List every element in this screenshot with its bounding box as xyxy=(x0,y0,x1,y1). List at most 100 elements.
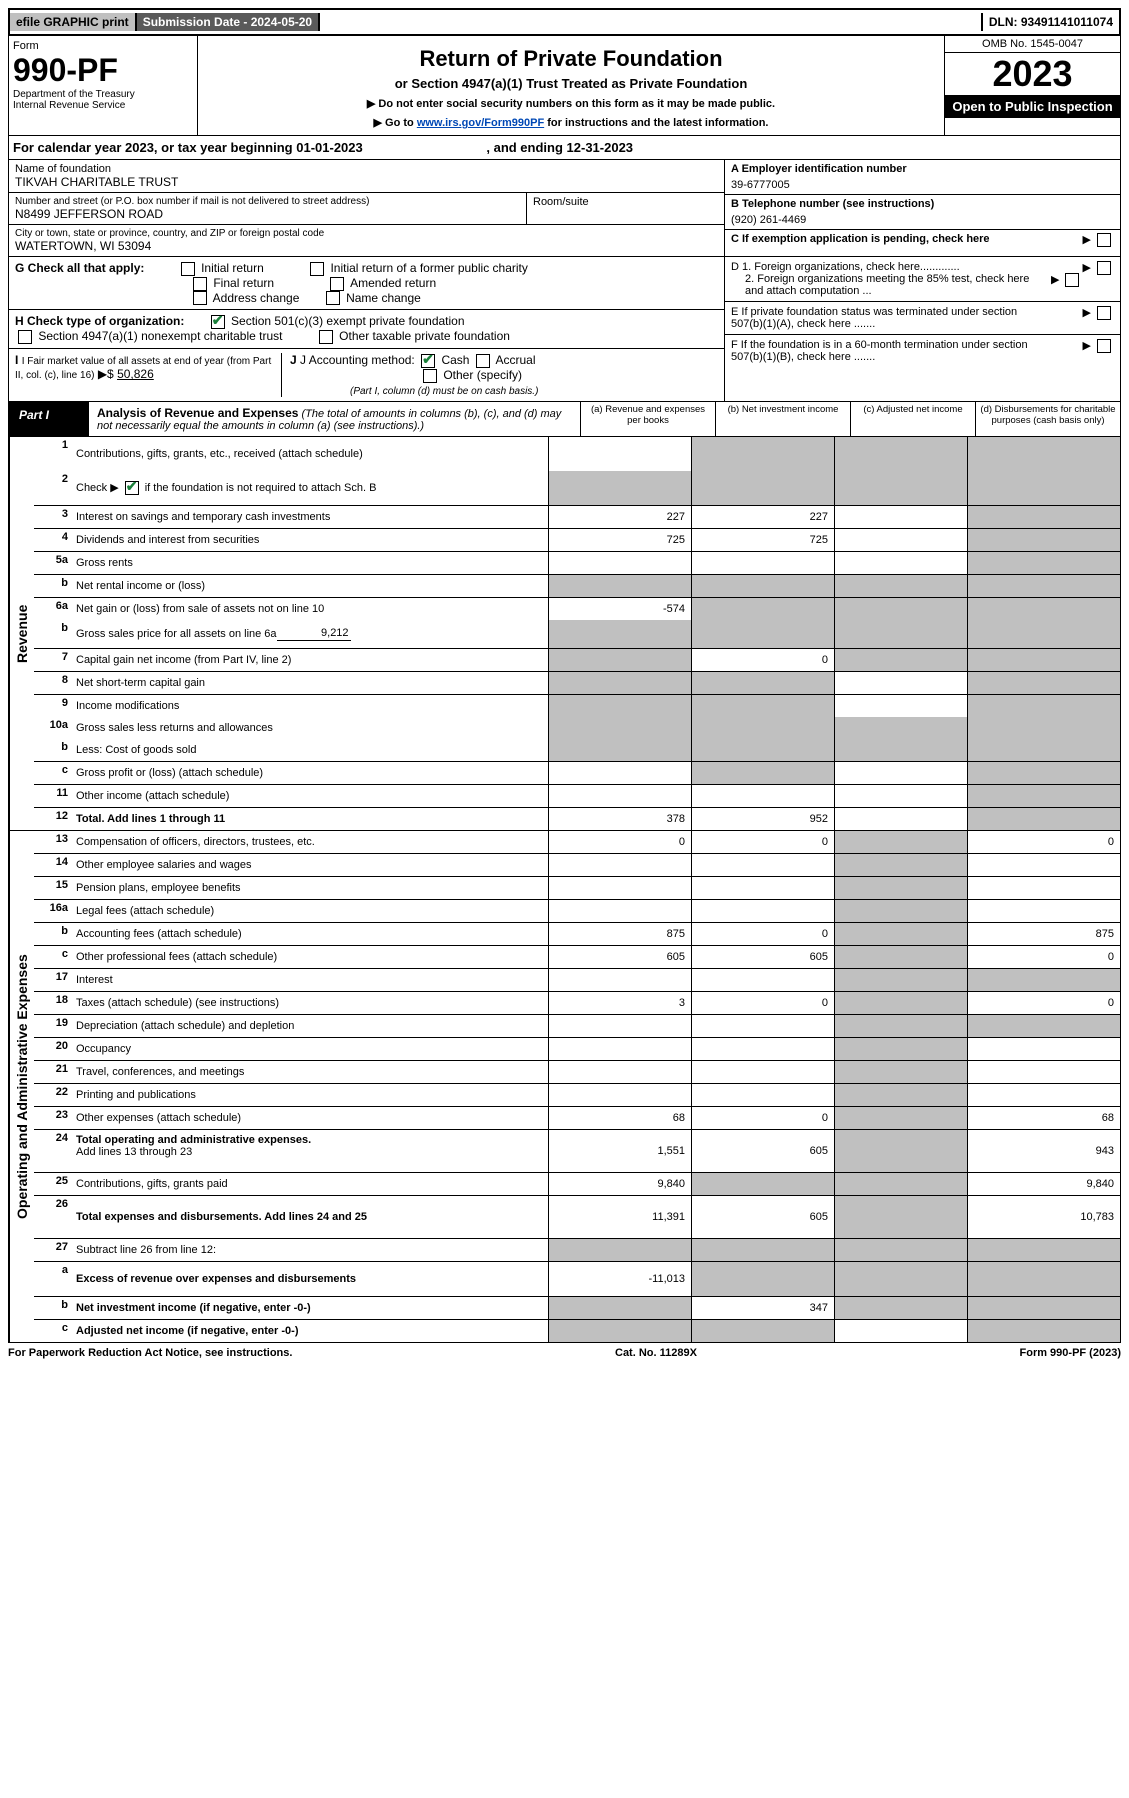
year-box: OMB No. 1545-0047 2023 Open to Public In… xyxy=(944,36,1120,135)
line-9: 9Income modifications xyxy=(34,694,1120,717)
efile-label[interactable]: efile GRAPHIC print xyxy=(10,13,137,31)
phone-cell: B Telephone number (see instructions) (9… xyxy=(725,195,1120,230)
line-5b: bNet rental income or (loss) xyxy=(34,574,1120,597)
line-14: 14Other employee salaries and wages xyxy=(34,853,1120,876)
page-footer: For Paperwork Reduction Act Notice, see … xyxy=(8,1343,1121,1363)
h-4947-checkbox[interactable] xyxy=(18,330,32,344)
ein-cell: A Employer identification number 39-6777… xyxy=(725,160,1120,195)
dept-label: Department of the Treasury xyxy=(13,89,193,100)
d1-checkbox[interactable] xyxy=(1097,261,1111,275)
part1-header: Part I Analysis of Revenue and Expenses … xyxy=(8,402,1121,437)
g-name-checkbox[interactable] xyxy=(326,291,340,305)
line-13: 13Compensation of officers, directors, t… xyxy=(34,831,1120,853)
tax-year: 2023 xyxy=(945,53,1120,95)
line-10c: cGross profit or (loss) (attach schedule… xyxy=(34,761,1120,784)
g-final-checkbox[interactable] xyxy=(193,277,207,291)
l6b-input[interactable] xyxy=(277,626,351,641)
line-16a: 16aLegal fees (attach schedule) xyxy=(34,899,1120,922)
col-b-header: (b) Net investment income xyxy=(715,402,850,436)
line-17: 17Interest xyxy=(34,968,1120,991)
room-suite: Room/suite xyxy=(526,193,724,224)
line-2: 2Check ▶if the foundation is not require… xyxy=(34,471,1120,505)
c-cell: C If exemption application is pending, c… xyxy=(725,230,1120,248)
irs-label: Internal Revenue Service xyxy=(13,100,193,111)
form-number: 990-PF xyxy=(13,52,193,89)
revenue-label: Revenue xyxy=(9,437,34,830)
line-22: 22Printing and publications xyxy=(34,1083,1120,1106)
line-6b: bGross sales price for all assets on lin… xyxy=(34,620,1120,648)
line-5a: 5aGross rents xyxy=(34,551,1120,574)
line-11: 11Other income (attach schedule) xyxy=(34,784,1120,807)
line-16c: cOther professional fees (attach schedul… xyxy=(34,945,1120,968)
j-accrual-checkbox[interactable] xyxy=(476,354,490,368)
line-10b: bLess: Cost of goods sold xyxy=(34,739,1120,761)
line-19: 19Depreciation (attach schedule) and dep… xyxy=(34,1014,1120,1037)
col-c-header: (c) Adjusted net income xyxy=(850,402,975,436)
warn-1: ▶ Do not enter social security numbers o… xyxy=(204,97,938,110)
footer-right: Form 990-PF (2023) xyxy=(1020,1347,1121,1359)
d1-row: D 1. Foreign organizations, check here..… xyxy=(725,257,1120,302)
f-row: F If the foundation is in a 60-month ter… xyxy=(725,335,1120,367)
address-value: N8499 JEFFERSON ROAD xyxy=(15,207,520,221)
line-26: 26Total expenses and disbursements. Add … xyxy=(34,1195,1120,1238)
revenue-table: Revenue 1Contributions, gifts, grants, e… xyxy=(8,437,1121,831)
line-27b: bNet investment income (if negative, ent… xyxy=(34,1296,1120,1319)
line-8: 8Net short-term capital gain xyxy=(34,671,1120,694)
line-25: 25Contributions, gifts, grants paid 9,84… xyxy=(34,1172,1120,1195)
address-row: Number and street (or P.O. box number if… xyxy=(9,193,724,225)
line-27c: cAdjusted net income (if negative, enter… xyxy=(34,1319,1120,1342)
top-bar: efile GRAPHIC print Submission Date - 20… xyxy=(8,8,1121,36)
h-other-checkbox[interactable] xyxy=(319,330,333,344)
line-12: 12Total. Add lines 1 through 11 378952 xyxy=(34,807,1120,830)
form-header: Form 990-PF Department of the Treasury I… xyxy=(8,36,1121,136)
h-row: H Check type of organization: Section 50… xyxy=(9,310,724,349)
g-row: G Check all that apply: Initial return I… xyxy=(9,257,724,310)
column-headers: (a) Revenue and expenses per books (b) N… xyxy=(580,402,1120,436)
line-15: 15Pension plans, employee benefits xyxy=(34,876,1120,899)
submission-date: Submission Date - 2024-05-20 xyxy=(137,13,320,31)
city-value: WATERTOWN, WI 53094 xyxy=(15,239,718,253)
col-a-header: (a) Revenue and expenses per books xyxy=(580,402,715,436)
e-row: E If private foundation status was termi… xyxy=(725,302,1120,335)
city-cell: City or town, state or province, country… xyxy=(9,225,724,256)
form-title: Return of Private Foundation xyxy=(204,46,938,72)
line-1: 1Contributions, gifts, grants, etc., rec… xyxy=(34,437,1120,471)
j-cash-checkbox[interactable] xyxy=(421,354,435,368)
name-cell: Name of foundation TIKVAH CHARITABLE TRU… xyxy=(9,160,724,193)
omb-label: OMB No. 1545-0047 xyxy=(945,36,1120,53)
j-other-checkbox[interactable] xyxy=(423,369,437,383)
l2-checkbox[interactable] xyxy=(125,481,139,495)
g-initial2-checkbox[interactable] xyxy=(310,262,324,276)
ein-value: 39-6777005 xyxy=(731,175,1114,191)
identification-block: Name of foundation TIKVAH CHARITABLE TRU… xyxy=(8,160,1121,257)
phone-value: (920) 261-4469 xyxy=(731,210,1114,226)
line-21: 21Travel, conferences, and meetings xyxy=(34,1060,1120,1083)
form-subtitle: or Section 4947(a)(1) Trust Treated as P… xyxy=(204,76,938,91)
line-18: 18Taxes (attach schedule) (see instructi… xyxy=(34,991,1120,1014)
calendar-year-row: For calendar year 2023, or tax year begi… xyxy=(8,136,1121,160)
line-20: 20Occupancy xyxy=(34,1037,1120,1060)
g-addr-checkbox[interactable] xyxy=(193,291,207,305)
g-initial-checkbox[interactable] xyxy=(181,262,195,276)
c-checkbox[interactable] xyxy=(1097,233,1111,247)
g-amended-checkbox[interactable] xyxy=(330,277,344,291)
line-4: 4Dividends and interest from securities … xyxy=(34,528,1120,551)
h-501-checkbox[interactable] xyxy=(211,315,225,329)
ij-row: I I Fair market value of all assets at e… xyxy=(9,349,724,401)
part1-label: Part I xyxy=(9,402,89,436)
check-block: G Check all that apply: Initial return I… xyxy=(8,257,1121,402)
footer-left: For Paperwork Reduction Act Notice, see … xyxy=(8,1347,292,1359)
form-word: Form xyxy=(13,40,193,52)
line-7: 7Capital gain net income (from Part IV, … xyxy=(34,648,1120,671)
dln-label: DLN: 93491141011074 xyxy=(981,13,1119,31)
line-27a: aExcess of revenue over expenses and dis… xyxy=(34,1261,1120,1296)
line-23: 23Other expenses (attach schedule) 68068 xyxy=(34,1106,1120,1129)
e-checkbox[interactable] xyxy=(1097,306,1111,320)
f-checkbox[interactable] xyxy=(1097,339,1111,353)
line-3: 3Interest on savings and temporary cash … xyxy=(34,505,1120,528)
d2-checkbox[interactable] xyxy=(1065,273,1079,287)
line-24: 24Total operating and administrative exp… xyxy=(34,1129,1120,1172)
expenses-label: Operating and Administrative Expenses xyxy=(9,831,34,1342)
fmv-value: 50,826 xyxy=(117,367,154,381)
irs-link[interactable]: www.irs.gov/Form990PF xyxy=(417,117,544,129)
